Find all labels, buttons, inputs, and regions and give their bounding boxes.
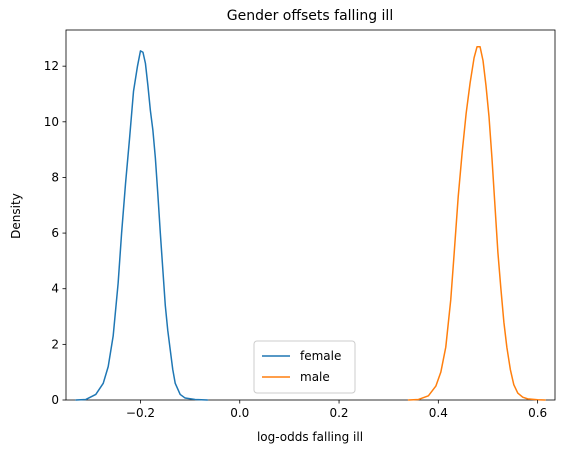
legend-label-male: male bbox=[300, 370, 330, 384]
y-tick-label: 10 bbox=[44, 115, 59, 129]
series-line-male bbox=[407, 45, 546, 401]
legend-label-female: female bbox=[300, 349, 341, 363]
x-tick-label: 0.0 bbox=[230, 406, 249, 420]
x-tick-label: 0.2 bbox=[329, 406, 348, 420]
y-tick-label: 6 bbox=[51, 226, 59, 240]
y-axis: 0 2 4 6 8 10 12 bbox=[44, 59, 66, 407]
plot-frame bbox=[65, 29, 556, 401]
x-tick-label: 0.4 bbox=[429, 406, 448, 420]
plot-area bbox=[65, 29, 556, 401]
chart-title: Gender offsets falling ill bbox=[227, 8, 393, 24]
y-tick-label: 12 bbox=[44, 59, 59, 73]
legend-box bbox=[253, 340, 356, 394]
x-axis-label: log-odds falling ill bbox=[257, 430, 363, 444]
x-axis: −0.2 0.0 0.2 0.4 0.6 bbox=[126, 400, 547, 420]
y-tick-label: 2 bbox=[51, 337, 59, 351]
legend: female male bbox=[253, 340, 356, 394]
y-tick-label: 4 bbox=[51, 282, 59, 296]
y-tick-label: 0 bbox=[51, 393, 59, 407]
series-layer bbox=[75, 45, 546, 401]
series-line-female bbox=[75, 50, 209, 401]
x-tick-label: 0.6 bbox=[528, 406, 547, 420]
y-tick-label: 8 bbox=[51, 170, 59, 184]
y-axis-label: Density bbox=[9, 193, 23, 239]
x-tick-label: −0.2 bbox=[126, 406, 155, 420]
